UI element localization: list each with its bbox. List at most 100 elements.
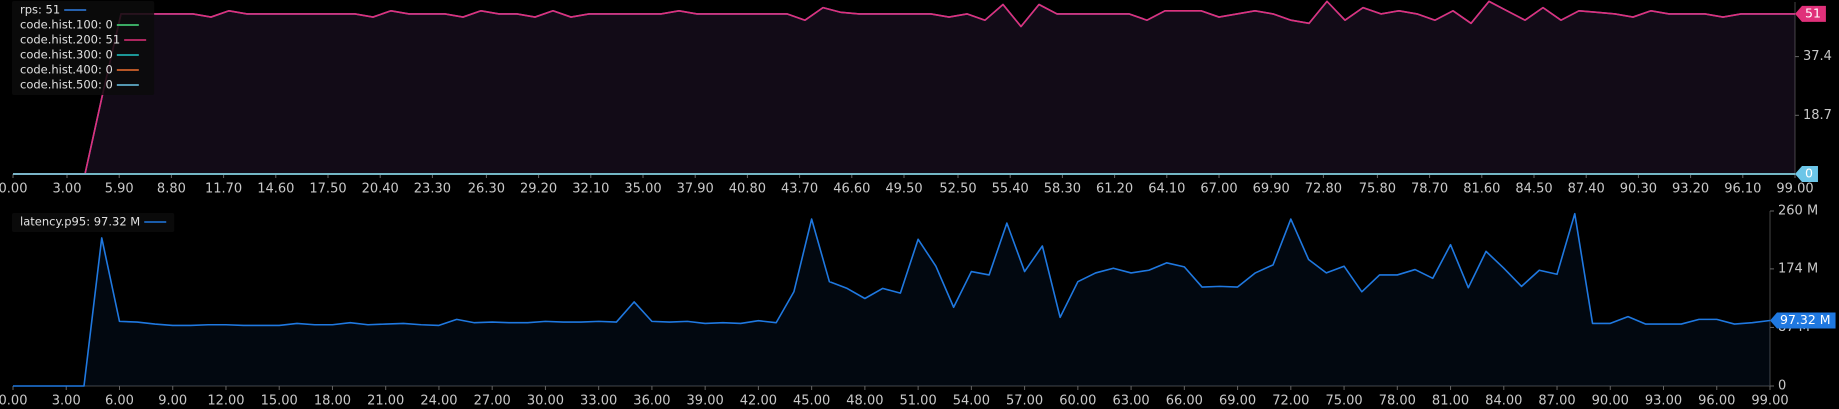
- x-tick-label: 78.00: [1379, 394, 1416, 409]
- value-badge: 97.32 M: [1770, 312, 1836, 329]
- x-tick-label: 99.00: [1751, 394, 1788, 409]
- x-tick-label: 43.70: [781, 182, 818, 197]
- x-tick-label: 69.00: [1219, 394, 1256, 409]
- badge-label: 51: [1805, 5, 1821, 20]
- x-tick-label: 61.20: [1096, 182, 1133, 197]
- x-tick-label: 96.10: [1724, 182, 1761, 197]
- x-tick-label: 58.30: [1044, 182, 1081, 197]
- x-tick-label: 75.00: [1325, 394, 1362, 409]
- x-tick-label: 3.00: [52, 394, 81, 409]
- series-line: [13, 212, 1771, 387]
- x-tick-label: 37.90: [677, 182, 714, 197]
- badge-label: 0: [1805, 166, 1813, 181]
- x-tick-label: 72.00: [1272, 394, 1309, 409]
- legend-box: [12, 213, 175, 232]
- x-tick-label: 72.80: [1305, 182, 1342, 197]
- x-tick-label: 81.60: [1463, 182, 1500, 197]
- x-tick-label: 84.00: [1485, 394, 1522, 409]
- series-area: [13, 1, 1795, 174]
- y-tick-label: 260 M: [1778, 204, 1818, 219]
- y-tick-label: 37.4: [1803, 49, 1832, 64]
- legend-label: rps: 51: [20, 3, 60, 17]
- x-tick-label: 20.40: [362, 182, 399, 197]
- x-tick-label: 49.50: [885, 182, 922, 197]
- x-tick-label: 99.00: [1776, 182, 1813, 197]
- x-tick-label: 78.70: [1411, 182, 1448, 197]
- x-tick-label: 18.00: [314, 394, 351, 409]
- series-area: [13, 1, 1795, 174]
- x-tick-label: 8.80: [157, 182, 186, 197]
- y-tick-label: 18.7: [1803, 108, 1832, 123]
- legend-label: code.hist.200: 51: [20, 33, 120, 47]
- badge-shape: [1795, 166, 1818, 182]
- y-tick-label: 174 M: [1778, 261, 1818, 276]
- legend: latency.p95: 97.32 M: [12, 213, 175, 232]
- x-tick-label: 93.00: [1645, 394, 1682, 409]
- x-tick-label: 42.00: [740, 394, 777, 409]
- badge-shape: [1770, 312, 1836, 329]
- x-tick-label: 48.00: [846, 394, 883, 409]
- x-tick-label: 63.00: [1112, 394, 1149, 409]
- legend-label: code.hist.500: 0: [20, 78, 113, 92]
- x-tick-label: 75.80: [1359, 182, 1396, 197]
- legend-label: code.hist.400: 0: [20, 63, 113, 77]
- x-tick-label: 0.00: [0, 182, 27, 197]
- x-tick-label: 87.40: [1568, 182, 1605, 197]
- x-tick-label: 64.10: [1148, 182, 1185, 197]
- x-tick-label: 66.00: [1166, 394, 1203, 409]
- x-tick-label: 24.00: [420, 394, 457, 409]
- x-tick-label: 32.10: [572, 182, 609, 197]
- x-tick-label: 29.20: [520, 182, 557, 197]
- value-badge: 0: [1795, 166, 1818, 182]
- x-tick-label: 3.00: [53, 182, 82, 197]
- x-tick-label: 6.00: [105, 394, 134, 409]
- x-tick-label: 26.30: [468, 182, 505, 197]
- x-tick-label: 17.50: [309, 182, 346, 197]
- x-tick-label: 45.00: [793, 394, 830, 409]
- legend-label: code.hist.100: 0: [20, 18, 113, 32]
- x-tick-label: 54.00: [953, 394, 990, 409]
- badge-shape: [1795, 5, 1826, 22]
- x-tick-label: 12.00: [207, 394, 244, 409]
- x-tick-label: 23.30: [414, 182, 451, 197]
- x-tick-label: 36.00: [633, 394, 670, 409]
- x-tick-label: 30.00: [527, 394, 564, 409]
- x-tick-label: 33.00: [580, 394, 617, 409]
- x-tick-label: 21.00: [367, 394, 404, 409]
- x-tick-label: 5.90: [105, 182, 134, 197]
- x-tick-label: 52.50: [939, 182, 976, 197]
- x-tick-label: 15.00: [261, 394, 298, 409]
- x-tick-label: 27.00: [474, 394, 511, 409]
- series-line: [13, 0, 1795, 175]
- legend-label: code.hist.300: 0: [20, 48, 113, 62]
- x-tick-label: 46.60: [833, 182, 870, 197]
- x-tick-label: 40.80: [729, 182, 766, 197]
- x-tick-label: 67.00: [1200, 182, 1237, 197]
- x-tick-label: 9.00: [158, 394, 187, 409]
- x-tick-label: 93.20: [1672, 182, 1709, 197]
- x-tick-label: 87.00: [1538, 394, 1575, 409]
- x-tick-label: 60.00: [1059, 394, 1096, 409]
- x-tick-label: 81.00: [1432, 394, 1469, 409]
- x-tick-label: 11.70: [205, 182, 242, 197]
- x-tick-label: 69.90: [1253, 182, 1290, 197]
- x-tick-label: 96.00: [1698, 394, 1735, 409]
- y-tick-label: 0: [1778, 379, 1786, 394]
- x-tick-label: 84.50: [1515, 182, 1552, 197]
- legend-label: latency.p95: 97.32 M: [20, 215, 140, 229]
- x-tick-label: 39.00: [687, 394, 724, 409]
- x-tick-label: 55.40: [992, 182, 1029, 197]
- series-area: [13, 213, 1770, 386]
- x-tick-label: 90.30: [1620, 182, 1657, 197]
- x-tick-label: 0.00: [0, 394, 27, 409]
- x-tick-label: 90.00: [1592, 394, 1629, 409]
- x-tick-label: 57.00: [1006, 394, 1043, 409]
- badge-label: 97.32 M: [1780, 312, 1831, 327]
- x-tick-label: 51.00: [900, 394, 937, 409]
- x-tick-label: 35.00: [624, 182, 661, 197]
- value-badge: 51: [1795, 5, 1826, 22]
- x-tick-label: 14.60: [257, 182, 294, 197]
